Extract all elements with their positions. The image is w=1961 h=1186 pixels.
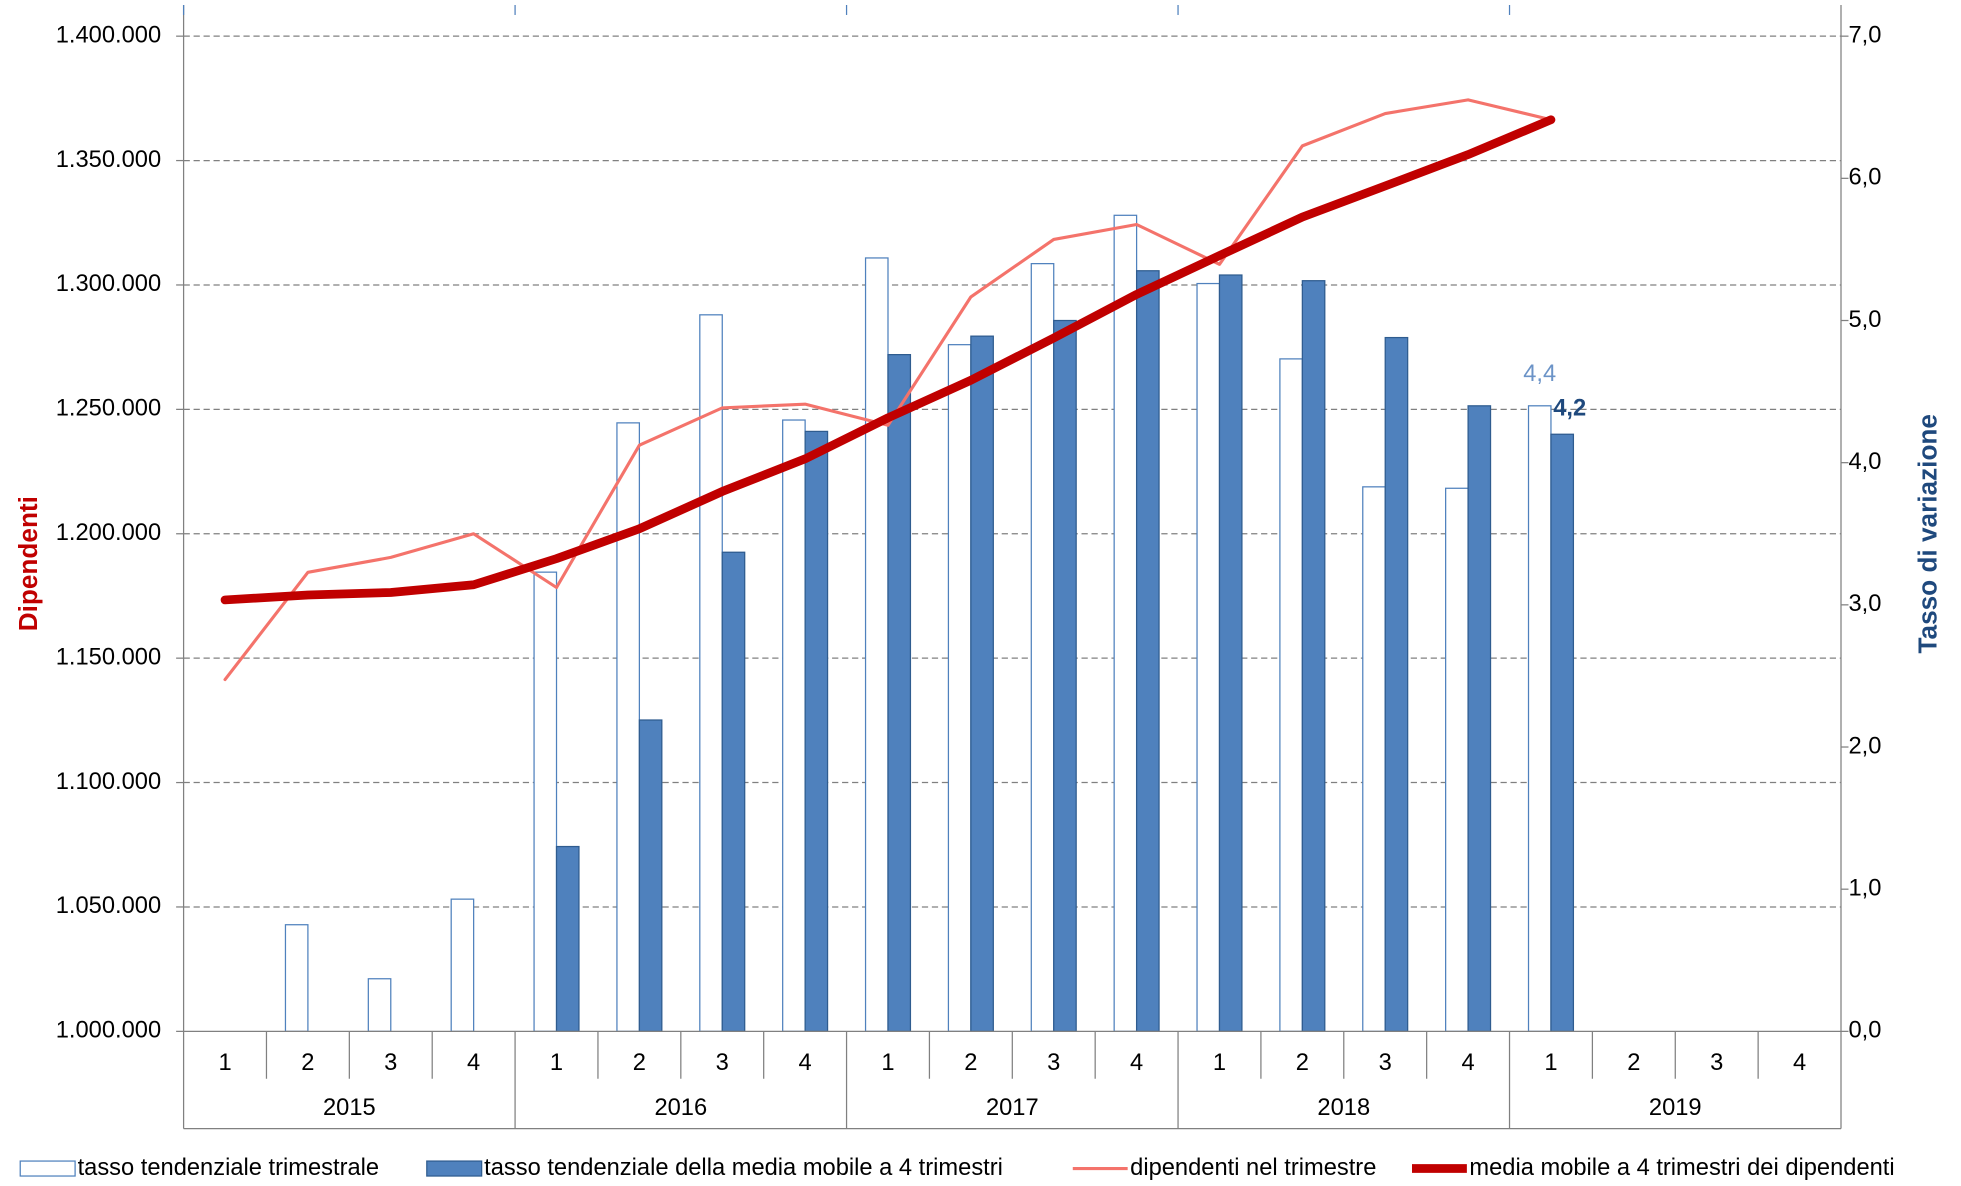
bar: [970, 335, 994, 1032]
y2-tick-label: 7,0: [1848, 22, 1881, 48]
legend-label: media mobile a 4 trimestri dei dipendent…: [1469, 1155, 1894, 1181]
bar: [721, 551, 746, 1032]
bar: [555, 845, 580, 1032]
bar: [1053, 319, 1077, 1032]
y2-tick-label: 4,0: [1848, 449, 1881, 475]
x-tick-label: 3: [1047, 1050, 1060, 1076]
x-group-label: 2018: [1317, 1095, 1370, 1121]
y-axis-title: Dipendenti: [13, 496, 43, 631]
bar: [1467, 405, 1492, 1032]
x-tick-label: 4: [467, 1050, 480, 1076]
bar: [638, 719, 663, 1032]
y-tick-label: 1.150.000: [56, 644, 161, 670]
y-tick-label: 1.050.000: [56, 893, 161, 919]
x-tick-label: 4: [1461, 1050, 1474, 1076]
x-group-label: 2017: [986, 1095, 1039, 1121]
bar: [1550, 433, 1575, 1032]
x-tick-label: 1: [881, 1050, 894, 1076]
x-tick-label: 4: [1130, 1050, 1143, 1076]
bar: [1384, 336, 1409, 1032]
x-tick-label: 1: [1544, 1050, 1557, 1076]
bar: [699, 314, 723, 1032]
bar: [616, 422, 641, 1032]
x-group-label: 2015: [323, 1095, 376, 1121]
data-label: 4,4: [1523, 361, 1556, 387]
y2-tick-label: 6,0: [1848, 165, 1881, 191]
x-tick-label: 3: [716, 1050, 729, 1076]
y-tick-label: 1.400.000: [56, 22, 161, 48]
x-tick-label: 3: [384, 1050, 397, 1076]
y-tick-label: 1.100.000: [56, 769, 161, 795]
x-tick-label: 4: [1793, 1050, 1806, 1076]
x-tick-label: 2: [1296, 1050, 1309, 1076]
bar: [887, 354, 912, 1032]
y2-tick-label: 1,0: [1848, 875, 1881, 901]
legend-swatch: [19, 1160, 76, 1177]
y-tick-label: 1.200.000: [56, 520, 161, 546]
bar: [1279, 358, 1303, 1032]
bar: [1030, 263, 1055, 1032]
bar: [1527, 405, 1552, 1032]
bar: [367, 978, 392, 1032]
bar: [1362, 486, 1386, 1032]
bar: [533, 571, 558, 1032]
y2-tick-label: 5,0: [1848, 307, 1881, 333]
x-tick-label: 2: [633, 1050, 646, 1076]
x-tick-label: 2: [1627, 1050, 1640, 1076]
bar: [804, 430, 829, 1032]
x-group-label: 2019: [1649, 1095, 1702, 1121]
x-tick-label: 1: [1213, 1050, 1226, 1076]
x-group-label: 2016: [654, 1095, 707, 1121]
x-tick-label: 4: [799, 1050, 812, 1076]
bar: [947, 344, 972, 1032]
bar: [284, 924, 309, 1032]
bar: [1113, 214, 1138, 1032]
y-tick-label: 1.300.000: [56, 271, 161, 297]
bar: [1196, 282, 1221, 1032]
x-tick-label: 3: [1710, 1050, 1723, 1076]
x-tick-label: 1: [550, 1050, 563, 1076]
legend-label: tasso tendenziale della media mobile a 4…: [484, 1155, 1003, 1181]
y-tick-label: 1.350.000: [56, 147, 161, 173]
bar: [864, 257, 889, 1032]
y-tick-label: 1.000.000: [56, 1018, 161, 1044]
y2-tick-label: 3,0: [1848, 591, 1881, 617]
bar: [1218, 274, 1243, 1032]
x-tick-label: 3: [1379, 1050, 1392, 1076]
line: [223, 98, 1553, 682]
x-tick-label: 2: [964, 1050, 977, 1076]
bar: [1135, 270, 1160, 1032]
bar: [782, 419, 806, 1032]
y2-axis-title: Tasso di variazione: [1912, 414, 1942, 654]
x-tick-label: 2: [301, 1050, 314, 1076]
legend-swatch: [426, 1160, 483, 1177]
x-tick-label: 1: [218, 1050, 231, 1076]
legend-label: dipendenti nel trimestre: [1130, 1155, 1376, 1181]
y2-tick-label: 2,0: [1848, 733, 1881, 759]
line: [220, 115, 1556, 605]
bar: [450, 898, 475, 1032]
y-tick-label: 1.250.000: [56, 396, 161, 422]
data-label: 4,2: [1553, 396, 1586, 422]
legend-label: tasso tendenziale trimestrale: [78, 1155, 380, 1181]
bar: [1301, 280, 1326, 1032]
bar: [1445, 487, 1469, 1032]
y2-tick-label: 0,0: [1848, 1018, 1881, 1044]
